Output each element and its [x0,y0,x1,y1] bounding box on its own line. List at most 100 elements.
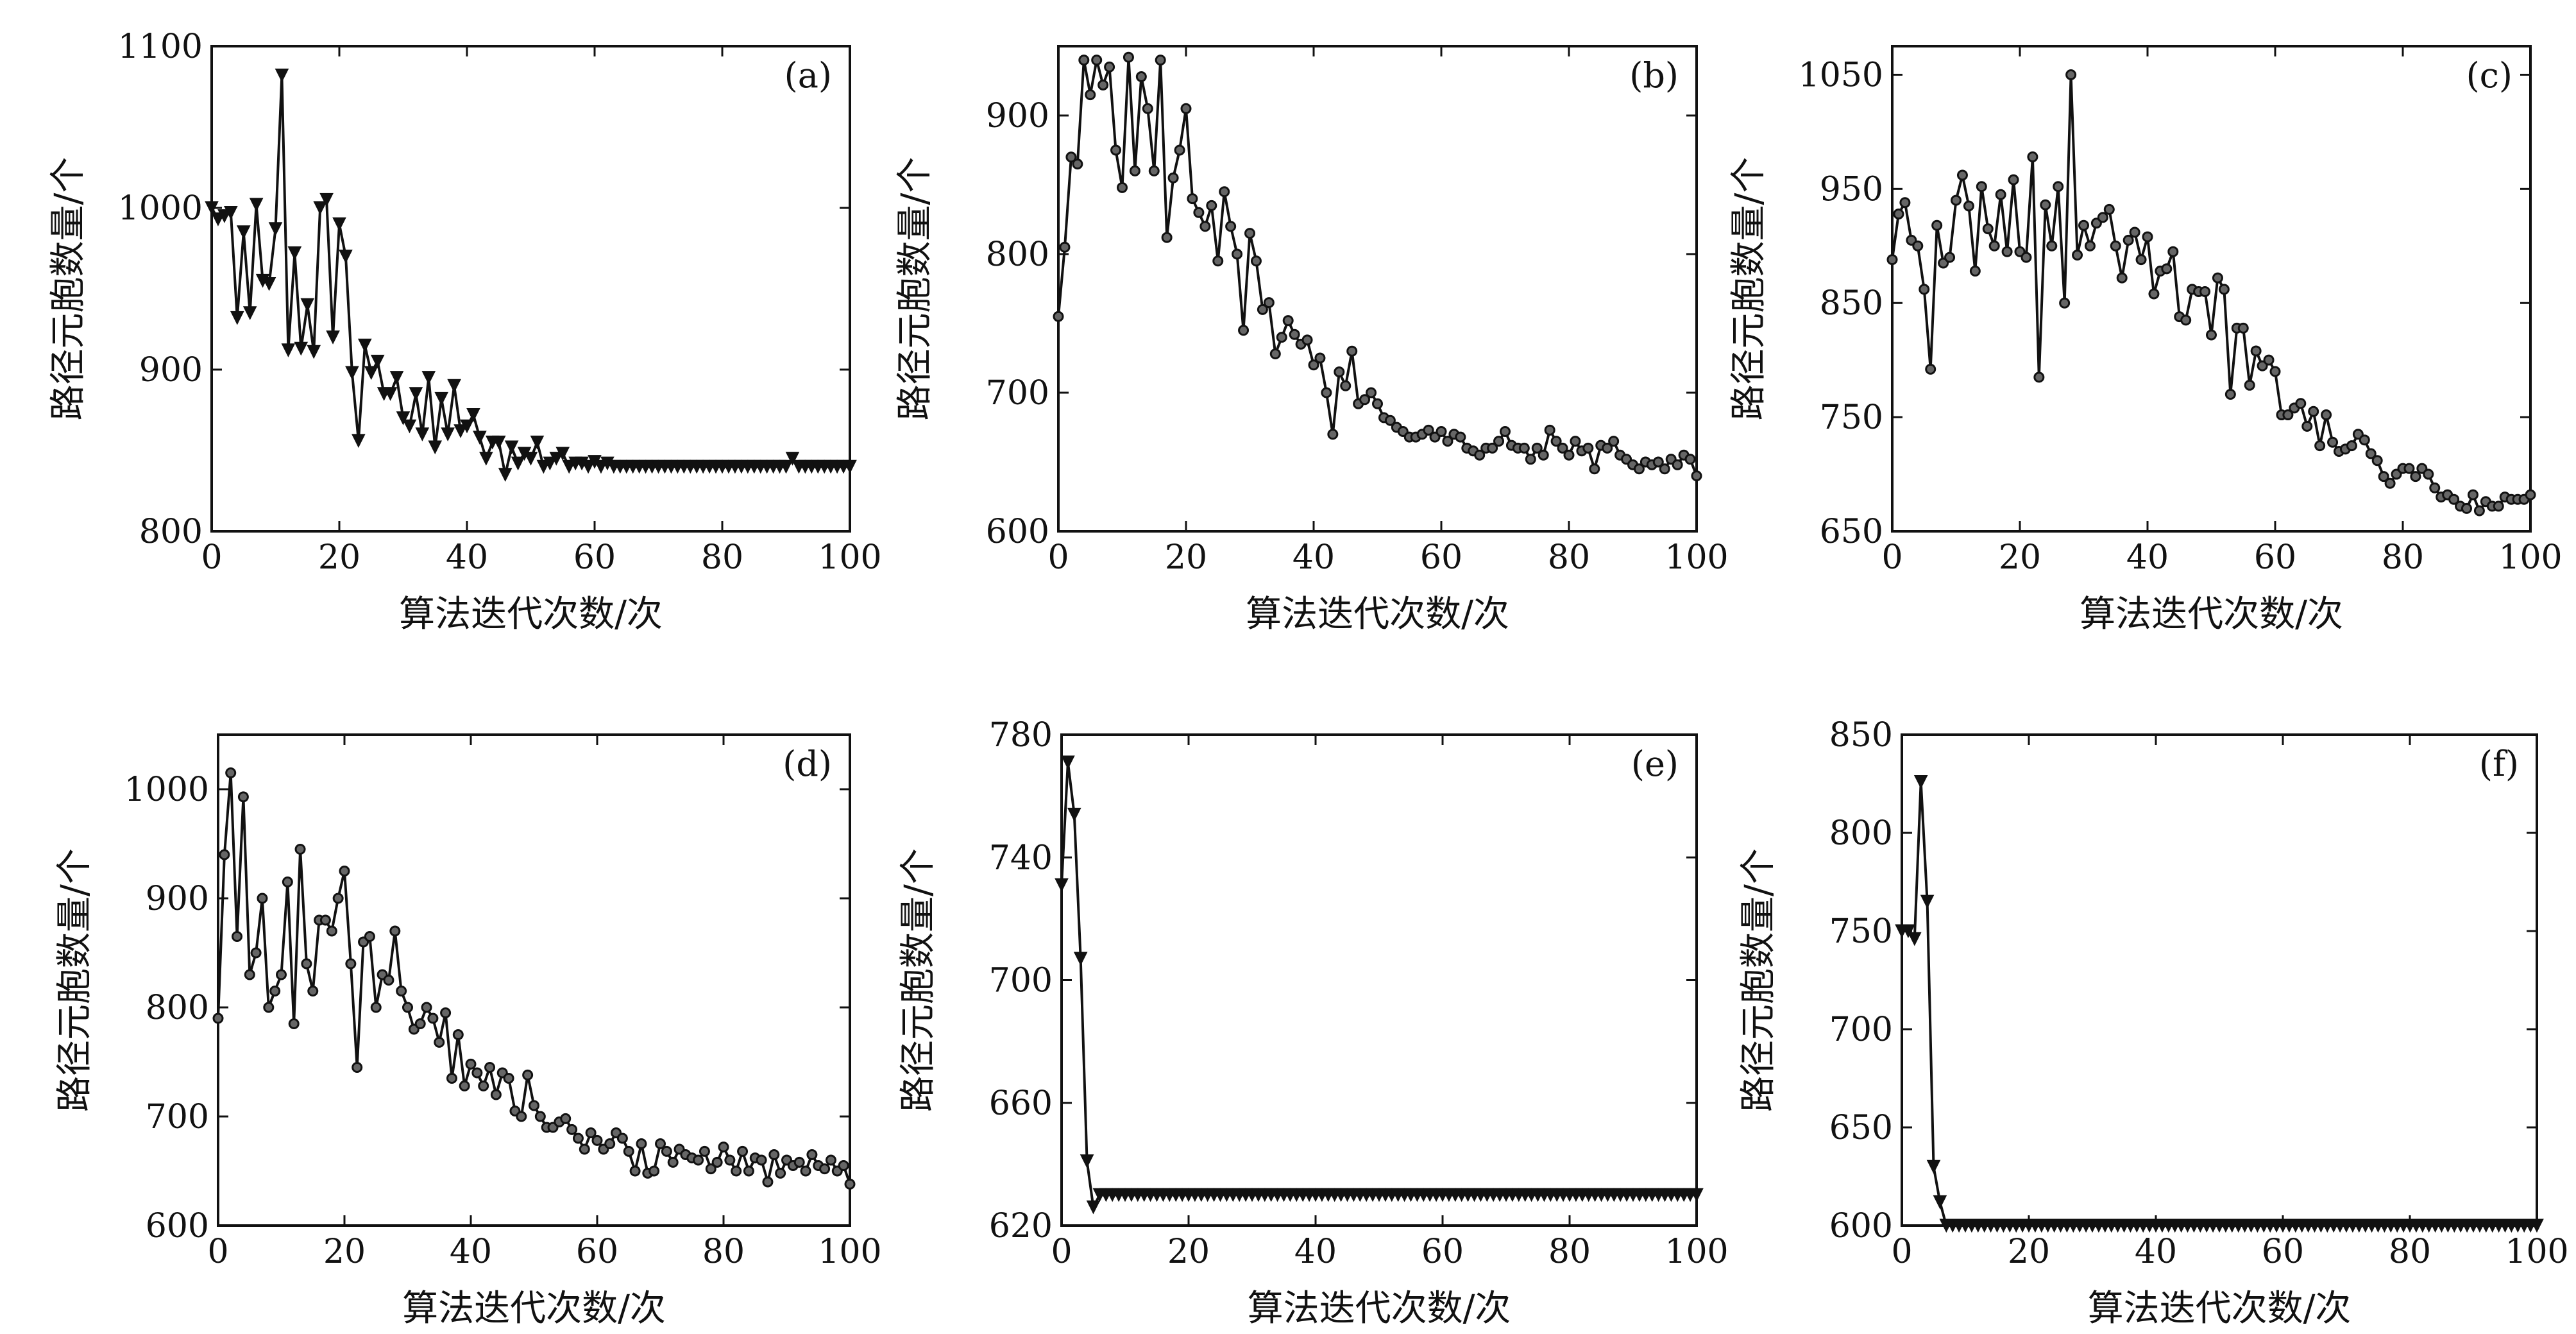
data-point [2410,471,2421,483]
series-line [210,74,850,476]
data-point [237,791,249,803]
data-point [1346,345,1358,357]
data-point [793,1156,805,1168]
data-point [1455,431,1466,443]
data-point [447,379,461,393]
data-point [389,371,404,385]
data-point [2078,219,2089,231]
data-point [2065,69,2077,80]
data-point [1212,255,1224,267]
y-tick-label: 700 [146,1098,209,1136]
data-point [465,1058,477,1070]
data-point [2269,366,2281,377]
data-point [2001,246,2013,257]
data-point [585,1127,597,1138]
data-point [1301,334,1313,346]
data-point [326,925,337,937]
data-point [1931,219,1943,231]
data-point [623,1145,634,1157]
data-point [2525,489,2536,500]
data-point [205,201,219,216]
data-point [523,452,538,466]
data-point [352,1062,363,1073]
data-point [2327,436,2339,448]
data-point [1608,436,1620,447]
y-tick-label: 620 [989,1207,1053,1245]
data-point [1384,415,1396,426]
x-tick-label: 60 [576,1233,618,1271]
data-point [1969,265,1981,277]
data-point [1963,200,1974,212]
y-tick-label: 800 [1829,814,1893,853]
data-point [1282,315,1294,327]
data-point [2142,231,2153,243]
data-point [2250,345,2262,357]
plot-frame [1891,45,2532,533]
data-point [1690,1188,1704,1202]
data-point [2429,482,2441,493]
data-point [1557,442,1568,454]
data-point [2365,448,2377,459]
data-point [427,1013,439,1024]
series-line [217,771,851,1185]
data-point [1155,55,1166,66]
x-tick-label: 0 [1891,1233,1912,1271]
chart-panel-1: 0 20 40 60 80 100 800 900 1000 1100 算法迭代次数/次 路径元胞数量… [47,28,882,635]
data-point [1091,55,1103,66]
data-point [1525,454,1536,465]
x-tick-label: 80 [1548,538,1590,577]
data-point [1193,207,1205,218]
data-point [1944,252,1956,263]
data-point [466,408,480,422]
x-tick-label: 80 [702,1233,745,1271]
y-tick-label: 740 [989,839,1053,877]
data-point [1659,463,1670,475]
data-point [2461,502,2472,514]
x-tick-label: 40 [2126,538,2169,577]
data-point [2084,240,2096,252]
data-point [2059,297,2071,309]
data-point [1893,208,1904,219]
data-point [2033,372,2045,383]
data-point [402,419,417,434]
data-point [604,1138,616,1149]
y-tick-label: 1000 [118,189,203,228]
y-tick-label: 600 [986,513,1049,551]
x-tick-label: 0 [1881,538,1902,577]
data-point [737,1145,749,1157]
x-tick-label: 80 [701,538,743,577]
data-point [1225,221,1237,232]
data-point [2403,463,2415,474]
data-point [529,1100,539,1111]
data-point [2206,329,2217,341]
data-point [1180,103,1192,114]
data-point [2467,489,2479,500]
x-axis-title: 算法迭代次数/次 [399,594,663,635]
data-point [294,844,306,855]
x-tick-label: 80 [1548,1233,1591,1271]
data-point [479,452,493,466]
data-point [1055,878,1069,893]
x-tick-label: 60 [2254,538,2296,577]
data-point [1652,456,1664,468]
data-point [2097,212,2108,223]
data-point [2167,246,2179,257]
data-point [339,866,350,877]
data-point [1442,436,1453,447]
data-point [257,893,268,904]
data-point [2110,240,2121,252]
data-point [2301,420,2313,432]
data-point [396,411,411,425]
y-tick-label: 700 [1829,1011,1893,1049]
data-point [2530,1219,2544,1233]
plot-frame [1057,45,1698,533]
data-point [326,330,340,345]
data-point [1097,79,1109,90]
chart-panel-3: 0 20 40 60 80 100 650 750 850 950 1050 算法迭代次数/次 路径元胞… [1728,45,2563,635]
y-tick-label: 1050 [1799,56,1883,94]
data-point [1570,436,1581,447]
data-point [711,1156,723,1168]
data-point [2180,314,2192,326]
data-point [522,1069,534,1081]
data-point [762,1176,774,1188]
